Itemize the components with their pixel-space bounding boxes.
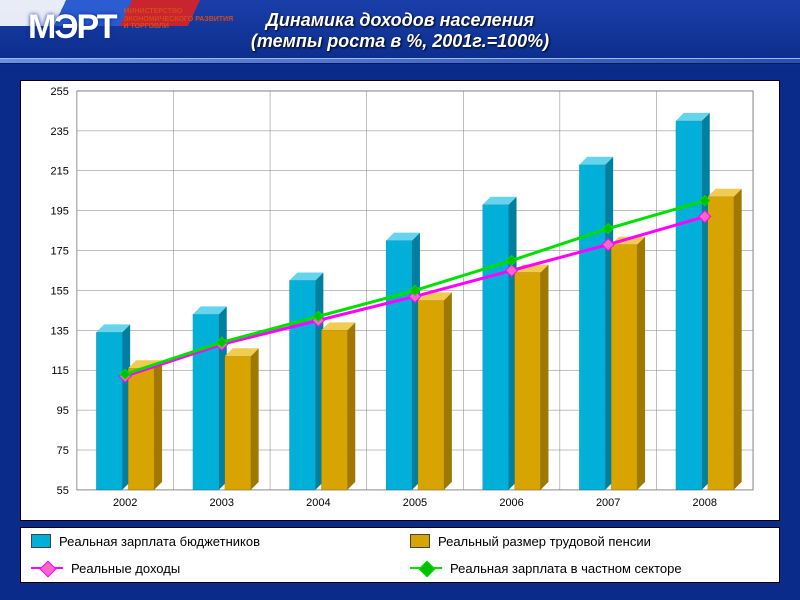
svg-text:195: 195	[51, 206, 69, 218]
svg-text:95: 95	[57, 405, 69, 417]
svg-text:255: 255	[51, 86, 69, 98]
logo-mark: МЭРТ	[28, 8, 116, 47]
income-chart: 55 75 95 115 135 155 175 195 215 235 255 2002 2003 20…	[21, 81, 779, 520]
legend-label: Реальный размер трудовой пенсии	[438, 534, 651, 549]
ministry-line: ЭКОНОМИЧЕСКОГО РАЗВИТИЯ	[124, 16, 244, 24]
svg-text:2003: 2003	[210, 497, 234, 509]
legend-swatch	[31, 534, 51, 548]
legend-item: Реальная зарплата бюджетников	[21, 528, 400, 555]
svg-text:75: 75	[57, 445, 69, 457]
logo-block: МЭРТ МИНИСТЕРСТВО ЭКОНОМИЧЕСКОГО РАЗВИТИ…	[28, 8, 244, 47]
svg-text:2006: 2006	[499, 497, 523, 509]
svg-text:215: 215	[51, 166, 69, 178]
svg-text:2005: 2005	[403, 497, 427, 509]
svg-text:55: 55	[57, 485, 69, 497]
svg-text:155: 155	[51, 285, 69, 297]
legend: Реальная зарплата бюджетников Реальный ра…	[20, 527, 780, 583]
legend-item: Реальные доходы	[21, 555, 400, 582]
ministry-line: И ТОРГОВЛИ	[124, 23, 244, 31]
legend-item: Реальная зарплата в частном секторе	[400, 555, 779, 582]
svg-text:2007: 2007	[596, 497, 620, 509]
svg-text:175: 175	[51, 246, 69, 258]
legend-swatch	[31, 561, 63, 575]
ministry-line: МИНИСТЕРСТВО	[124, 8, 244, 16]
legend-item: Реальный размер трудовой пенсии	[400, 528, 779, 555]
chart-container: 55 75 95 115 135 155 175 195 215 235 255 2002 2003 20…	[20, 80, 780, 521]
svg-text:2004: 2004	[306, 497, 330, 509]
legend-swatch	[410, 561, 442, 575]
legend-label: Реальная зарплата в частном секторе	[450, 561, 682, 576]
legend-swatch	[410, 534, 430, 548]
legend-label: Реальная зарплата бюджетников	[59, 534, 260, 549]
svg-text:115: 115	[51, 365, 69, 377]
svg-text:235: 235	[51, 126, 69, 138]
header: МЭРТ МИНИСТЕРСТВО ЭКОНОМИЧЕСКОГО РАЗВИТИ…	[0, 0, 800, 68]
header-divider	[0, 58, 800, 64]
legend-label: Реальные доходы	[71, 561, 180, 576]
ministry-label: МИНИСТЕРСТВО ЭКОНОМИЧЕСКОГО РАЗВИТИЯ И Т…	[124, 8, 244, 31]
svg-text:2008: 2008	[693, 497, 717, 509]
svg-text:135: 135	[51, 325, 69, 337]
svg-text:2002: 2002	[113, 497, 137, 509]
